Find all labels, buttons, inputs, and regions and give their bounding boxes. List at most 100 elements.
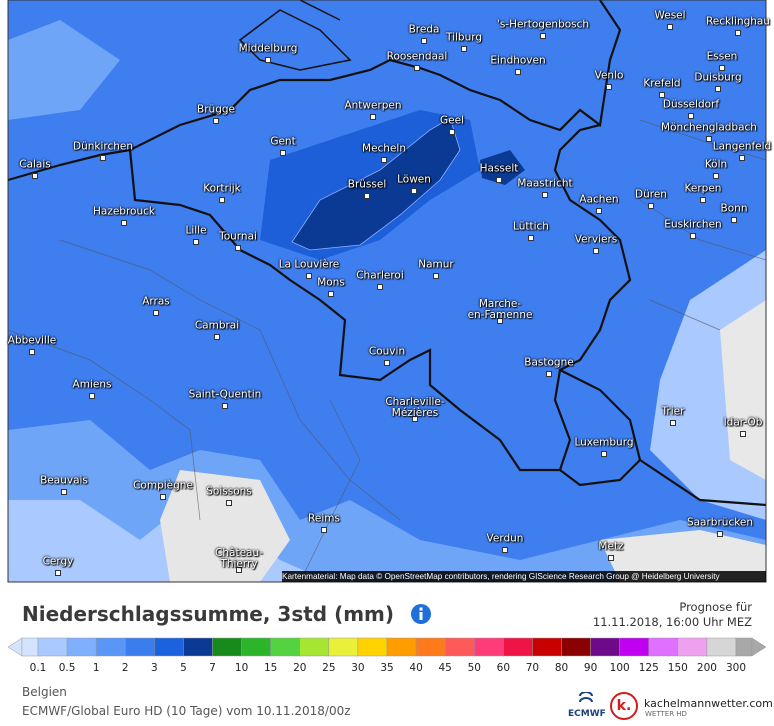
legend-tick-label: 125: [639, 662, 659, 674]
city-dot: [236, 567, 242, 573]
ecmwf-icon: [579, 692, 593, 703]
dry-area: [600, 530, 766, 582]
city-label: Mecheln: [362, 142, 406, 155]
city-dot: [731, 217, 737, 223]
city-dot: [713, 173, 719, 179]
city-label: Brüssel: [347, 178, 387, 191]
city-label: Duisburg: [694, 71, 742, 84]
precip-light: [8, 20, 120, 120]
legend-tick-label: 150: [668, 662, 688, 674]
city-label: Cambrai: [194, 319, 240, 332]
city-label: Château- Thierry: [215, 547, 263, 570]
border: [128, 123, 632, 472]
city-label: Krefeld: [643, 77, 681, 90]
city-dot: [700, 197, 706, 203]
city-label: Euskirchen: [664, 218, 722, 231]
city-label: Middelburg: [238, 42, 298, 55]
city-dot: [739, 155, 745, 161]
city-dot: [121, 220, 127, 226]
city-dot: [601, 451, 607, 457]
city-dot: [222, 403, 228, 409]
city-dot: [421, 38, 427, 44]
legend-swatch: [357, 637, 388, 657]
precip-heavy: [291, 117, 461, 251]
info-icon[interactable]: [410, 603, 432, 625]
border: [639, 459, 767, 507]
city-dot: [32, 173, 38, 179]
legend-tick-label: 90: [584, 662, 597, 674]
admin-lines: [7, 119, 767, 583]
legend-swatch: [21, 637, 39, 657]
legend-tick-label: 80: [555, 662, 568, 674]
legend-tick-label: 15: [264, 662, 277, 674]
city-dot: [670, 420, 676, 426]
legend-arrow: [751, 637, 767, 657]
city-dot: [100, 155, 106, 161]
coastline: [238, 0, 352, 71]
legend-tick-label: 60: [497, 662, 510, 674]
city-label: Essen: [706, 50, 738, 63]
city-dot: [659, 92, 665, 98]
legend-swatch: [270, 637, 300, 657]
city-label: Venlo: [594, 69, 624, 82]
region: Belgien: [22, 685, 67, 699]
city-label: Langenfeld: [712, 140, 772, 153]
city-dot: [160, 494, 166, 500]
legend-tick-label: 40: [409, 662, 422, 674]
city-dot: [496, 177, 502, 183]
legend-tick-label: 100: [610, 662, 630, 674]
city-dot: [364, 193, 370, 199]
legend-tick-label: 20: [293, 662, 306, 674]
legend-tick-label: 1: [93, 662, 100, 674]
city-dot: [449, 129, 455, 135]
city-label: Verdun: [486, 532, 524, 545]
legend-swatch: [706, 637, 737, 657]
city-dot: [89, 393, 95, 399]
legend-swatch: [444, 637, 475, 657]
city-label: Charleroi: [356, 269, 404, 282]
site-logo: k.: [610, 692, 638, 720]
city-dot: [265, 57, 271, 63]
city-label: Beauvais: [40, 474, 88, 487]
city-dot: [219, 197, 225, 203]
city-dot: [690, 233, 696, 239]
city-dot: [412, 416, 418, 422]
city-dot: [515, 69, 521, 75]
city-label: Abbeville: [7, 334, 57, 347]
city-label: Saint-Quentin: [188, 388, 262, 401]
legend-swatch: [212, 637, 242, 657]
city-dot: [648, 203, 654, 209]
legend-tick-label: 70: [526, 662, 539, 674]
legend-tick-label: 10: [235, 662, 248, 674]
city-label: Köln: [704, 158, 728, 171]
legend-swatch: [328, 637, 359, 657]
city-label: Cergy: [42, 555, 74, 568]
city-label: Metz: [598, 540, 624, 553]
city-label: 's-Hertogenbosch: [496, 18, 590, 31]
legend-tick-label: 200: [697, 662, 717, 674]
legend-swatch: [125, 637, 155, 657]
city-dot: [153, 310, 159, 316]
city-label: Gent: [270, 135, 296, 148]
city-label: Geel: [440, 114, 464, 127]
precip-heavy: [480, 150, 525, 185]
city-label: Breda: [408, 23, 440, 36]
dry-area: [720, 300, 766, 480]
city-dot: [606, 84, 612, 90]
city-dot: [497, 318, 503, 324]
city-dot: [502, 547, 508, 553]
city-dot: [706, 136, 712, 142]
city-label: Roosendaal: [386, 50, 448, 63]
city-dot: [528, 235, 534, 241]
city-dot: [688, 113, 694, 119]
city-dot: [608, 555, 614, 561]
city-dot: [29, 349, 35, 355]
city-label: Bonn: [720, 202, 748, 215]
city-dot: [433, 273, 439, 279]
city-label: Marche- en-Famenne: [467, 298, 533, 321]
city-dot: [328, 291, 334, 297]
legend-swatch: [590, 637, 620, 657]
attribution: Kartenmaterial: Map data © OpenStreetMap…: [282, 571, 766, 582]
city-label: Calais: [19, 158, 51, 171]
